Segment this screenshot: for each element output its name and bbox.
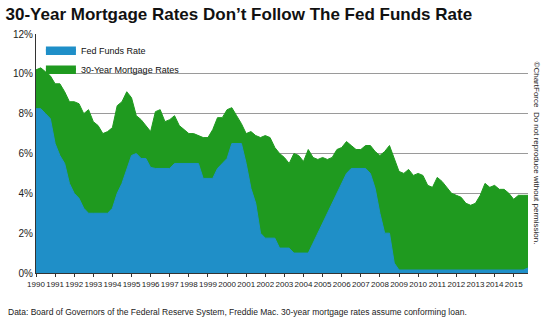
svg-text:2000: 2000 bbox=[218, 280, 236, 289]
svg-text:©ChartForce Do not reproduce: ©ChartForce Do not reproduce without per… bbox=[532, 62, 541, 245]
svg-text:1997: 1997 bbox=[161, 280, 179, 289]
svg-text:2007: 2007 bbox=[352, 280, 370, 289]
svg-text:1990: 1990 bbox=[27, 280, 45, 289]
svg-text:2015: 2015 bbox=[505, 280, 523, 289]
svg-text:1999: 1999 bbox=[199, 280, 217, 289]
svg-text:Fed Funds Rate: Fed Funds Rate bbox=[81, 46, 146, 56]
svg-text:4%: 4% bbox=[19, 188, 34, 199]
svg-text:30-Year Mortgage Rates: 30-Year Mortgage Rates bbox=[81, 65, 179, 75]
svg-text:2005: 2005 bbox=[314, 280, 332, 289]
svg-text:30-Year Mortgage Rates Don’t F: 30-Year Mortgage Rates Don’t Follow The … bbox=[6, 5, 473, 24]
svg-text:2012: 2012 bbox=[447, 280, 465, 289]
svg-text:1996: 1996 bbox=[142, 280, 160, 289]
svg-text:1993: 1993 bbox=[84, 280, 102, 289]
svg-text:2004: 2004 bbox=[295, 280, 313, 289]
svg-text:1991: 1991 bbox=[46, 280, 64, 289]
svg-text:12%: 12% bbox=[13, 29, 33, 40]
svg-text:2003: 2003 bbox=[275, 280, 293, 289]
svg-text:0%: 0% bbox=[19, 268, 34, 279]
svg-text:6%: 6% bbox=[19, 148, 34, 159]
svg-text:Data: Board of Governors of th: Data: Board of Governors of the Federal … bbox=[8, 307, 467, 317]
svg-text:10%: 10% bbox=[13, 68, 33, 79]
svg-text:2014: 2014 bbox=[486, 280, 504, 289]
svg-text:2011: 2011 bbox=[429, 280, 447, 289]
svg-text:1995: 1995 bbox=[123, 280, 141, 289]
svg-text:2009: 2009 bbox=[390, 280, 408, 289]
svg-text:8%: 8% bbox=[19, 108, 34, 119]
svg-text:2%: 2% bbox=[19, 228, 34, 239]
svg-text:2010: 2010 bbox=[409, 280, 427, 289]
svg-text:2002: 2002 bbox=[256, 280, 274, 289]
svg-text:1994: 1994 bbox=[104, 280, 122, 289]
svg-text:2013: 2013 bbox=[467, 280, 485, 289]
svg-text:1992: 1992 bbox=[65, 280, 83, 289]
svg-text:2001: 2001 bbox=[237, 280, 255, 289]
svg-text:1998: 1998 bbox=[180, 280, 198, 289]
svg-text:2006: 2006 bbox=[333, 280, 351, 289]
svg-text:2008: 2008 bbox=[371, 280, 389, 289]
